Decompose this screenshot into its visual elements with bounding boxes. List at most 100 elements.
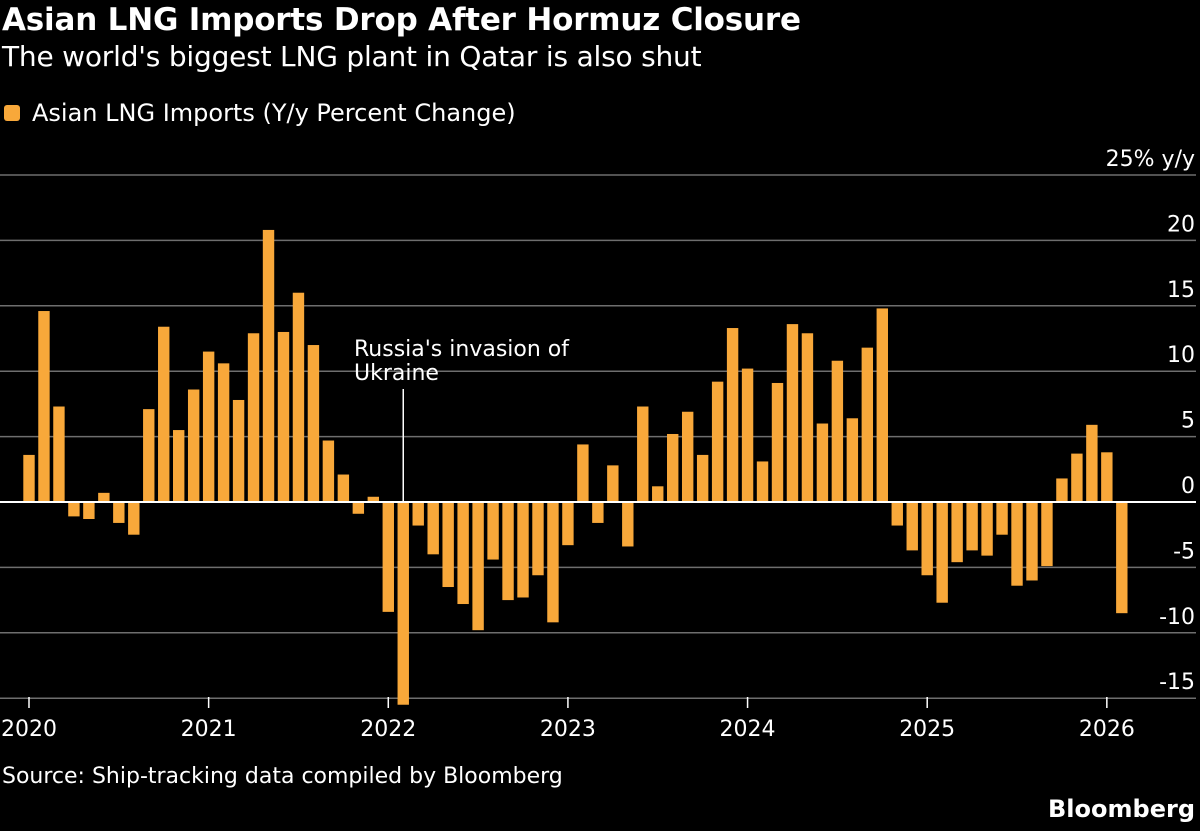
bar (622, 502, 634, 547)
bar (382, 502, 394, 612)
x-tick-label: 2026 (1079, 717, 1135, 742)
bar (966, 502, 978, 551)
bar (247, 333, 260, 502)
bar (816, 423, 829, 502)
bar (487, 502, 499, 560)
bar (562, 502, 574, 546)
bar (652, 486, 664, 502)
bar (906, 502, 918, 551)
bar (442, 502, 454, 588)
bar (1101, 452, 1113, 502)
bar (637, 406, 649, 502)
bar (98, 492, 110, 502)
y-tick-label: 25% y/y (1106, 147, 1195, 172)
bar (173, 430, 185, 502)
bar (667, 433, 679, 502)
y-tick-label: -10 (1159, 605, 1195, 630)
bar (756, 461, 769, 502)
bar (921, 502, 933, 576)
x-tick-label: 2020 (1, 717, 57, 742)
bar (53, 406, 65, 502)
bar (217, 363, 230, 502)
x-tick-label: 2021 (181, 717, 237, 742)
bar (1041, 502, 1053, 567)
bar (861, 347, 874, 502)
y-tick-label: 20 (1167, 212, 1195, 237)
x-tick-label: 2025 (899, 717, 955, 742)
bar (262, 229, 275, 502)
bar (741, 368, 754, 502)
y-tick-label: 10 (1167, 343, 1195, 368)
bar (472, 502, 484, 631)
bar (1086, 424, 1098, 502)
bar (726, 328, 739, 502)
y-tick-label: -15 (1159, 670, 1195, 695)
bar (951, 502, 963, 563)
bar (1011, 502, 1023, 586)
bar (187, 389, 200, 502)
y-tick-label: 5 (1181, 409, 1195, 434)
bar (307, 345, 320, 502)
bar (337, 474, 350, 502)
bar (876, 308, 888, 502)
bar (322, 440, 335, 502)
y-tick-label: 15 (1167, 278, 1195, 303)
bar (292, 292, 305, 502)
bar (68, 502, 80, 517)
bar (277, 331, 290, 502)
x-tick-label: 2024 (720, 717, 776, 742)
chart-subtitle: The world's biggest LNG plant in Qatar i… (2, 40, 702, 73)
bar (801, 333, 814, 502)
bar (113, 502, 125, 523)
bar (996, 502, 1008, 535)
bar (143, 409, 155, 502)
bar (427, 502, 439, 555)
bar (607, 465, 619, 502)
bar (981, 502, 993, 556)
annotation-text: Russia's invasion of (354, 337, 570, 362)
bar (1116, 502, 1128, 614)
legend-label: Asian LNG Imports (Y/y Percent Change) (32, 99, 516, 127)
bar (412, 502, 424, 526)
legend: Asian LNG Imports (Y/y Percent Change) (4, 98, 516, 128)
legend-swatch (4, 105, 20, 121)
bar (1071, 453, 1083, 502)
source-note: Source: Ship-tracking data compiled by B… (2, 764, 563, 789)
bar (771, 382, 784, 502)
bar (577, 444, 589, 502)
chart-title: Asian LNG Imports Drop After Hormuz Clos… (2, 2, 801, 38)
bar (696, 454, 709, 502)
bar (592, 502, 604, 523)
bar (517, 502, 529, 598)
bar (846, 418, 859, 502)
bar (457, 502, 469, 605)
annotation-text: Ukraine (354, 361, 439, 386)
bar (547, 502, 559, 623)
bar (352, 502, 365, 514)
bar (83, 502, 95, 520)
bar (397, 502, 409, 705)
bar (891, 502, 903, 526)
bar (831, 360, 844, 502)
bar (936, 502, 948, 603)
y-tick-label: 0 (1181, 474, 1195, 499)
bar (711, 381, 724, 502)
bar (202, 351, 215, 502)
bar (158, 326, 170, 502)
bar (532, 502, 544, 576)
bloomberg-logo: Bloomberg (1048, 795, 1195, 823)
bar (128, 502, 140, 535)
bar (23, 454, 35, 502)
bar (1026, 502, 1038, 581)
y-tick-label: -5 (1173, 539, 1195, 564)
bar (367, 496, 380, 502)
bar (502, 502, 514, 601)
bar (232, 399, 245, 502)
x-tick-label: 2022 (360, 717, 416, 742)
bar (786, 324, 799, 502)
x-tick-label: 2023 (540, 717, 596, 742)
bar (1056, 478, 1068, 502)
bar (681, 411, 694, 502)
bar (38, 311, 50, 502)
